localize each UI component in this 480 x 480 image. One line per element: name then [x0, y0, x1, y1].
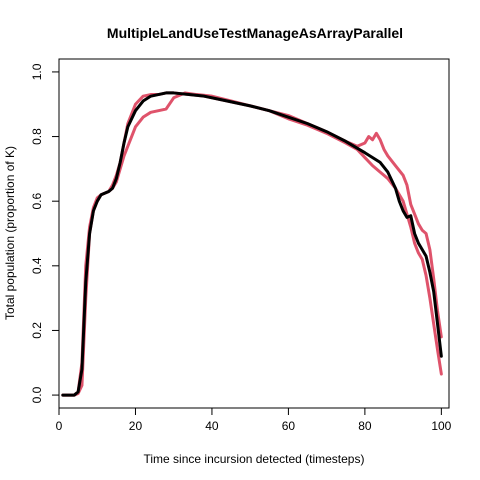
plot-frame [58, 58, 450, 409]
x-axis: 0 20 40 60 80 100 [56, 407, 452, 433]
y-tick-label: 0.6 [30, 193, 44, 210]
y-tick-label: 0.0 [30, 386, 44, 403]
x-tick-label: 60 [282, 419, 296, 433]
y-axis-label: Total population (proportion of K) [3, 146, 17, 320]
y-axis: 0.0 0.2 0.4 0.6 0.8 1.0 [30, 63, 60, 403]
y-tick-label: 0.2 [30, 322, 44, 339]
x-tick-label: 100 [431, 419, 451, 433]
series-line-3 [61, 91, 443, 397]
series-line-2 [61, 91, 443, 397]
x-axis-label: Time since incursion detected (timesteps… [144, 452, 365, 466]
x-tick-label: 0 [56, 419, 63, 433]
y-tick-label: 0.8 [30, 128, 44, 145]
series-line-1 [61, 91, 443, 397]
chart-title: MultipleLandUseTestManageAsArrayParallel [107, 25, 403, 41]
x-tick-label: 40 [205, 419, 219, 433]
y-tick-label: 0.4 [30, 257, 44, 274]
y-tick-label: 1.0 [30, 63, 44, 80]
x-tick-label: 20 [129, 419, 143, 433]
series-layer [61, 91, 443, 397]
x-tick-label: 80 [358, 419, 372, 433]
